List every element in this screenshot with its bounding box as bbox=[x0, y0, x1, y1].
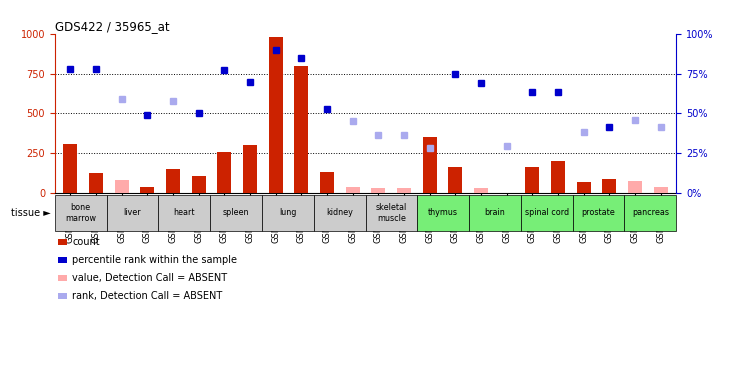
Bar bbox=[295, 66, 308, 193]
Bar bbox=[346, 187, 360, 193]
Bar bbox=[448, 167, 463, 193]
Bar bbox=[371, 188, 385, 193]
Text: rank, Detection Call = ABSENT: rank, Detection Call = ABSENT bbox=[72, 291, 223, 301]
Bar bbox=[320, 172, 334, 193]
Bar bbox=[551, 161, 565, 193]
Bar bbox=[115, 180, 129, 193]
Bar bbox=[63, 144, 77, 193]
Text: pancreas: pancreas bbox=[632, 209, 669, 218]
Bar bbox=[166, 169, 180, 193]
Text: count: count bbox=[72, 237, 100, 247]
Text: bone
marrow: bone marrow bbox=[65, 203, 96, 222]
Text: thymus: thymus bbox=[428, 209, 458, 218]
Bar bbox=[243, 144, 257, 193]
Bar bbox=[217, 153, 231, 193]
Bar bbox=[397, 188, 411, 193]
Bar bbox=[577, 182, 591, 193]
Bar bbox=[192, 176, 205, 193]
Text: liver: liver bbox=[124, 209, 141, 218]
Text: spleen: spleen bbox=[223, 209, 249, 218]
Bar bbox=[628, 181, 642, 193]
Bar bbox=[140, 187, 154, 193]
Text: tissue ►: tissue ► bbox=[12, 208, 51, 218]
Text: percentile rank within the sample: percentile rank within the sample bbox=[72, 255, 238, 265]
Bar bbox=[268, 37, 283, 193]
Bar bbox=[423, 136, 436, 193]
Bar bbox=[89, 173, 103, 193]
Text: heart: heart bbox=[173, 209, 195, 218]
Bar bbox=[474, 188, 488, 193]
Text: prostate: prostate bbox=[582, 209, 616, 218]
Text: skeletal
muscle: skeletal muscle bbox=[376, 203, 407, 222]
Text: brain: brain bbox=[485, 209, 505, 218]
Text: kidney: kidney bbox=[326, 209, 353, 218]
Text: spinal cord: spinal cord bbox=[525, 209, 569, 218]
Bar bbox=[602, 179, 616, 193]
Text: lung: lung bbox=[279, 209, 297, 218]
Text: value, Detection Call = ABSENT: value, Detection Call = ABSENT bbox=[72, 273, 227, 283]
Bar bbox=[526, 167, 539, 193]
Text: GDS422 / 35965_at: GDS422 / 35965_at bbox=[55, 20, 170, 33]
Bar bbox=[654, 187, 668, 193]
